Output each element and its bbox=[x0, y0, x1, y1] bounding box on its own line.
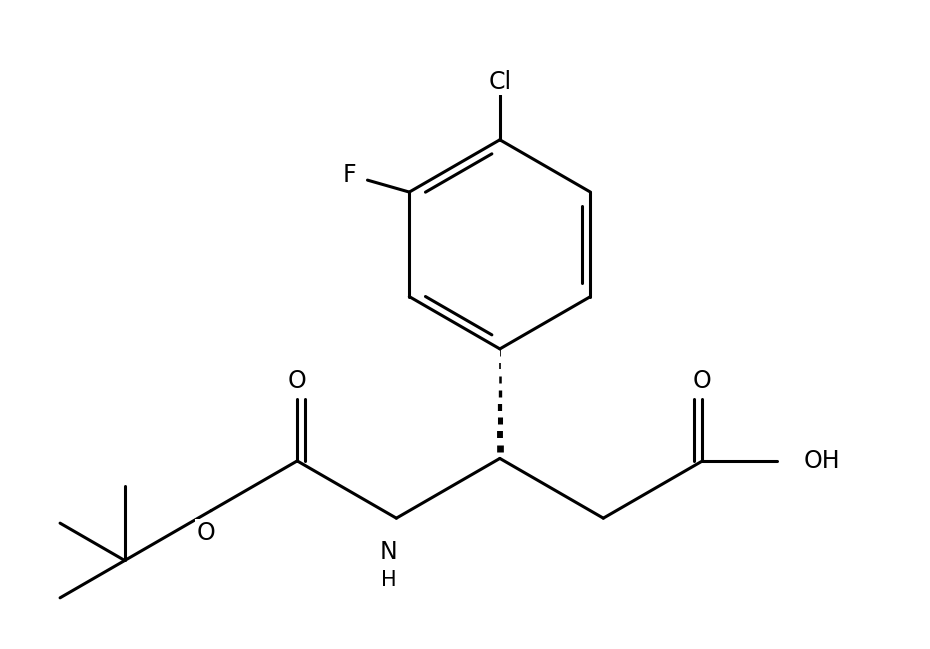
Text: H: H bbox=[380, 570, 396, 590]
Text: F: F bbox=[343, 163, 356, 187]
Text: N: N bbox=[379, 540, 397, 564]
Text: O: O bbox=[196, 520, 216, 545]
Text: O: O bbox=[287, 369, 307, 393]
Text: OH: OH bbox=[804, 449, 841, 473]
Text: Cl: Cl bbox=[488, 70, 512, 94]
Text: O: O bbox=[693, 369, 711, 393]
